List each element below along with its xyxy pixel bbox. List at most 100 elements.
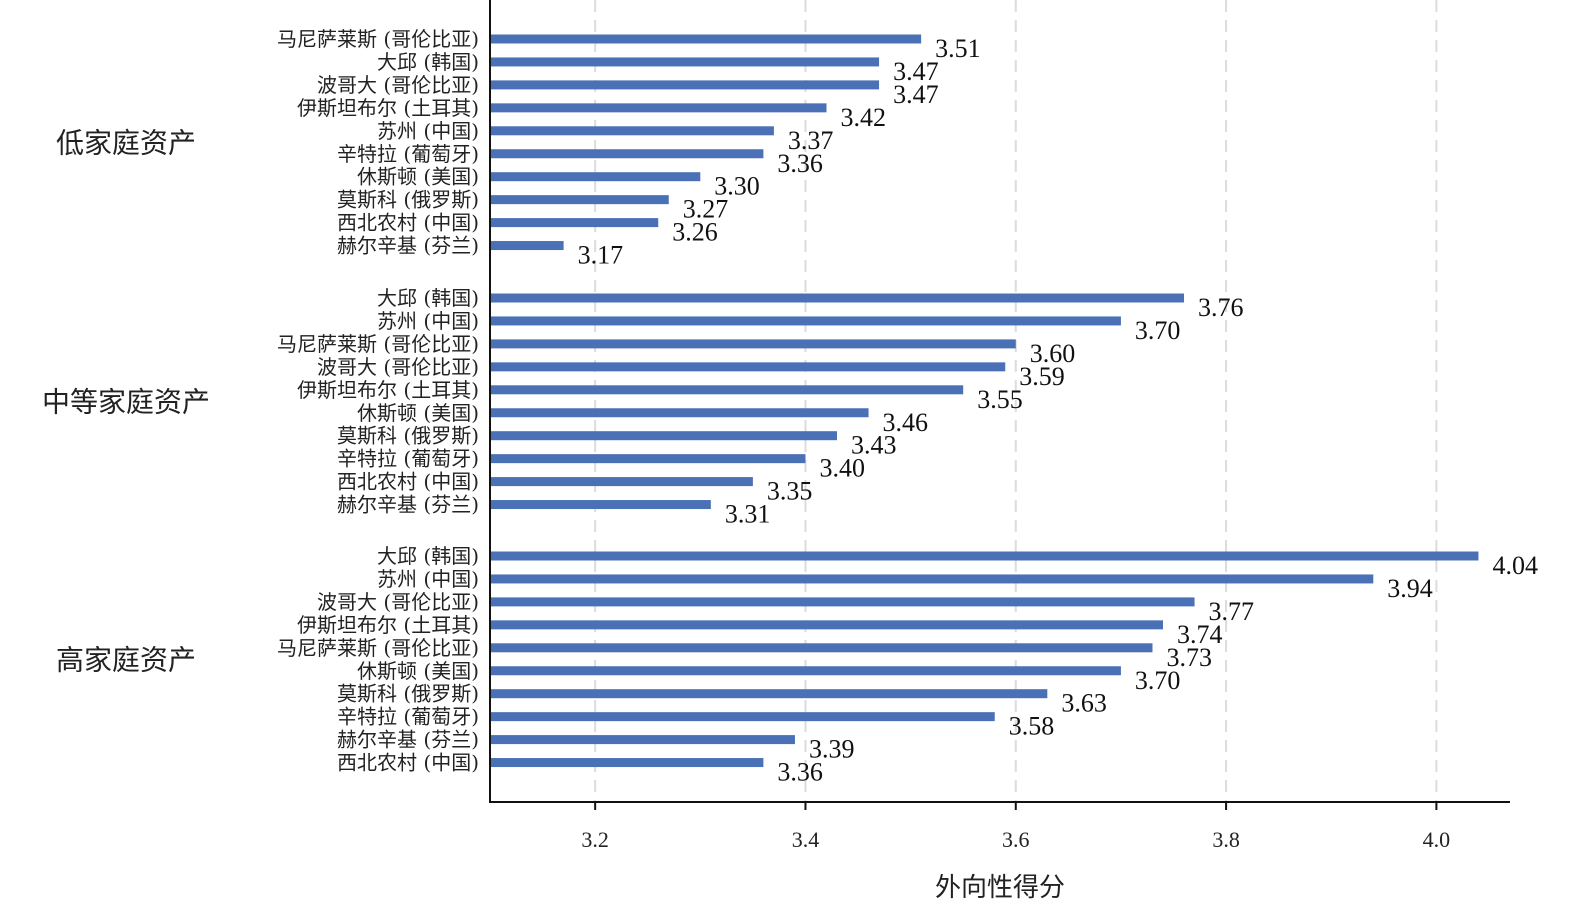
category-label: 赫尔辛基 (芬兰) xyxy=(337,493,479,517)
value-label: 3.47 xyxy=(893,80,939,109)
x-tick-label: 3.4 xyxy=(792,827,820,852)
group-label: 中等家庭资产 xyxy=(42,385,210,418)
category-label: 大邱 (韩国) xyxy=(377,544,479,568)
category-label: 马尼萨莱斯 (哥伦比亚) xyxy=(277,636,479,660)
value-label: 3.59 xyxy=(1019,362,1065,391)
value-label: 3.55 xyxy=(977,385,1023,414)
bar xyxy=(490,195,669,205)
bar xyxy=(490,172,701,182)
category-label: 辛特拉 (葡萄牙) xyxy=(337,447,479,471)
bar xyxy=(490,551,1479,561)
bar xyxy=(490,339,1016,349)
value-label: 3.43 xyxy=(851,431,897,460)
category-label: 辛特拉 (葡萄牙) xyxy=(337,142,479,166)
value-label: 3.42 xyxy=(840,103,886,132)
category-label: 莫斯科 (俄罗斯) xyxy=(337,682,479,706)
group-label: 高家庭资产 xyxy=(56,643,196,676)
category-label: 西北农村 (中国) xyxy=(337,751,479,775)
bar xyxy=(490,574,1374,584)
value-label: 3.17 xyxy=(578,241,624,270)
bar xyxy=(490,241,564,251)
value-label: 3.94 xyxy=(1387,574,1433,603)
value-label: 3.60 xyxy=(1030,339,1076,368)
bar xyxy=(490,477,753,487)
category-label: 休斯顿 (美国) xyxy=(357,401,479,425)
bar xyxy=(490,689,1048,699)
category-label: 大邱 (韩国) xyxy=(377,286,479,310)
value-label: 3.35 xyxy=(767,477,813,506)
value-label: 3.51 xyxy=(935,34,981,63)
category-label: 赫尔辛基 (芬兰) xyxy=(337,728,479,752)
value-label: 3.31 xyxy=(725,500,771,529)
bar xyxy=(490,597,1195,607)
category-label: 伊斯坦布尔 (土耳其) xyxy=(297,96,479,120)
bar xyxy=(490,316,1121,326)
bar xyxy=(490,34,922,44)
category-label: 波哥大 (哥伦比亚) xyxy=(317,355,479,379)
x-tick-label: 3.6 xyxy=(1002,827,1030,852)
x-axis-title: 外向性得分 xyxy=(935,873,1065,903)
category-label: 休斯顿 (美国) xyxy=(357,659,479,683)
bar xyxy=(490,431,838,441)
bar xyxy=(490,758,764,768)
category-label: 马尼萨莱斯 (哥伦比亚) xyxy=(277,332,479,356)
value-label: 3.36 xyxy=(777,149,823,178)
group-label: 低家庭资产 xyxy=(56,126,196,159)
bar xyxy=(490,80,880,90)
bar xyxy=(490,500,711,510)
value-label: 3.70 xyxy=(1135,666,1181,695)
value-label: 3.37 xyxy=(788,126,834,155)
category-label: 休斯顿 (美国) xyxy=(357,165,479,189)
bar xyxy=(490,149,764,159)
category-label: 马尼萨莱斯 (哥伦比亚) xyxy=(277,27,479,51)
bars xyxy=(490,34,1479,768)
category-label: 大邱 (韩国) xyxy=(377,50,479,74)
category-label: 莫斯科 (俄罗斯) xyxy=(337,188,479,212)
category-label: 赫尔辛基 (芬兰) xyxy=(337,234,479,258)
value-label: 3.63 xyxy=(1061,689,1107,718)
bar xyxy=(490,454,806,464)
x-tick-label: 3.8 xyxy=(1212,827,1240,852)
category-label: 莫斯科 (俄罗斯) xyxy=(337,424,479,448)
value-label: 3.77 xyxy=(1209,597,1255,626)
bar xyxy=(490,735,795,745)
category-label: 辛特拉 (葡萄牙) xyxy=(337,705,479,729)
category-label: 苏州 (中国) xyxy=(377,309,479,333)
category-label: 波哥大 (哥伦比亚) xyxy=(317,73,479,97)
value-label: 3.40 xyxy=(819,454,865,483)
bar xyxy=(490,57,880,67)
bar xyxy=(490,643,1153,653)
value-label: 3.58 xyxy=(1009,712,1054,741)
x-tick-label: 3.2 xyxy=(581,827,609,852)
bar xyxy=(490,712,995,722)
category-label: 苏州 (中国) xyxy=(377,119,479,143)
category-label: 西北农村 (中国) xyxy=(337,211,479,235)
category-label: 波哥大 (哥伦比亚) xyxy=(317,590,479,614)
value-label: 3.74 xyxy=(1177,620,1223,649)
value-label: 3.47 xyxy=(893,57,939,86)
x-axis-ticks: 3.2 3.4 3.6 3.8 4.0 xyxy=(581,802,1450,852)
bar xyxy=(490,293,1185,303)
bar xyxy=(490,362,1006,372)
value-label: 4.04 xyxy=(1492,551,1538,580)
value-label: 3.46 xyxy=(883,408,929,437)
category-label: 苏州 (中国) xyxy=(377,567,479,591)
bar xyxy=(490,620,1163,630)
category-label: 伊斯坦布尔 (土耳其) xyxy=(297,378,479,402)
value-label: 3.36 xyxy=(777,758,823,787)
bar xyxy=(490,408,869,418)
bar xyxy=(490,126,774,136)
value-label: 3.30 xyxy=(714,172,760,201)
x-tick-label: 4.0 xyxy=(1423,827,1451,852)
value-label: 3.76 xyxy=(1198,293,1244,322)
value-label: 3.70 xyxy=(1135,316,1181,345)
value-label: 3.73 xyxy=(1166,643,1212,672)
bar xyxy=(490,666,1121,676)
bar xyxy=(490,218,659,228)
value-label: 3.27 xyxy=(683,195,729,224)
value-label: 3.39 xyxy=(809,735,855,764)
bar xyxy=(490,103,827,113)
category-label: 西北农村 (中国) xyxy=(337,470,479,494)
